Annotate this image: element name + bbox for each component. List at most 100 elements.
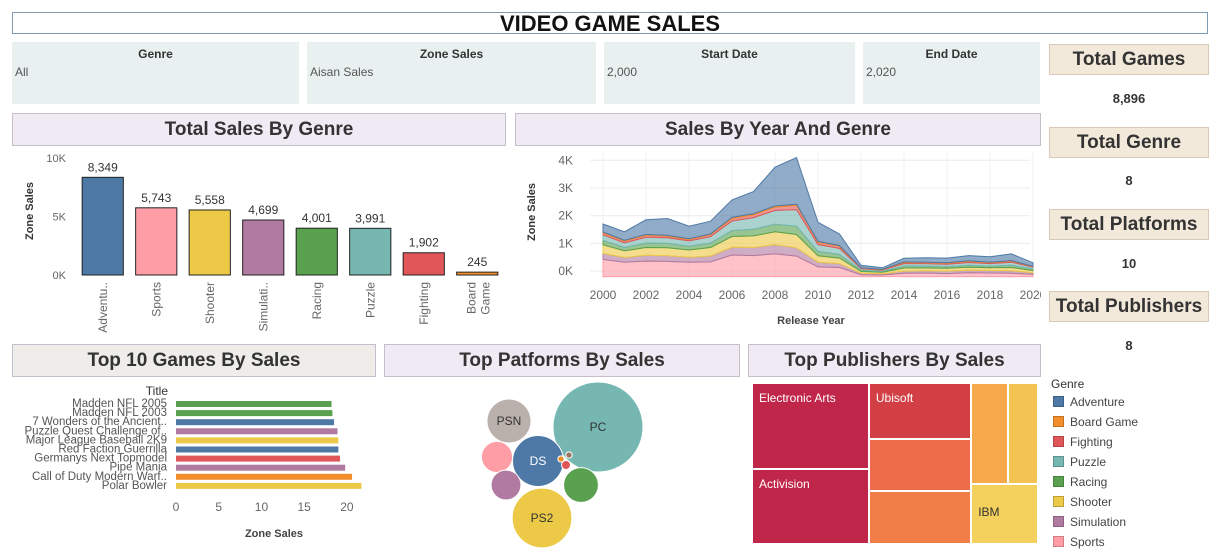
x-axis-label: Release Year [777, 315, 845, 327]
section-title-top-games: Top 10 Games By Sales [12, 344, 376, 377]
treemap-cell: Electronic Arts [752, 383, 869, 470]
x-tick-label: Adventu.. [96, 282, 110, 333]
filter-label: Genre [138, 47, 173, 61]
genre-bar-chart[interactable]: Zone Sales 0K 5K 10K 8,349 Adventu.. 5,743 Spor… [12, 146, 506, 340]
bubble-circle [563, 467, 599, 503]
kpi-total-games-label: Total Games [1049, 44, 1209, 75]
legend-swatch [1053, 456, 1064, 467]
platform-bubble: PC [552, 381, 644, 473]
game-bar [176, 401, 332, 407]
filter-label: Zone Sales [419, 47, 484, 61]
bar [349, 227, 392, 276]
bar-data-label: 5,743 [141, 191, 171, 205]
legend-swatch [1053, 396, 1064, 407]
x-tick-label: 2008 [762, 288, 789, 302]
bar [402, 252, 445, 276]
section-title-top-platforms: Top Patforms By Sales [384, 344, 740, 377]
x-tick-label: 2018 [977, 288, 1004, 302]
y-axis-label: Zone Sales [24, 182, 36, 240]
filter-genre[interactable]: Genre All [12, 42, 299, 104]
platform-bubble [563, 467, 599, 503]
legend-item[interactable]: Shooter [1053, 495, 1112, 509]
treemap-cell [868, 491, 972, 544]
bar [456, 271, 499, 276]
y-tick-label: 0K [558, 264, 573, 278]
filter-value[interactable]: 2,020 [866, 65, 897, 79]
y-axis-label: Zone Sales [526, 183, 538, 241]
legend-item[interactable]: Board Game [1053, 415, 1138, 429]
legend-item[interactable]: Simulation [1053, 515, 1126, 529]
bar [188, 209, 231, 276]
platform-bubble-chart[interactable]: PC PS2 DS PSN [384, 377, 740, 552]
bubble-circle [490, 469, 522, 501]
x-tick-label: Shooter [203, 282, 217, 324]
filter-start-date[interactable]: Start Date 2,000 [604, 42, 855, 104]
game-title-label: Polar Bowler [102, 480, 167, 492]
game-bar [176, 437, 339, 444]
game-bar [176, 428, 338, 435]
bar-data-label: 8,349 [88, 160, 118, 174]
bubble-circle [552, 381, 644, 473]
x-tick-label: 2002 [633, 288, 660, 302]
legend-label: Board Game [1070, 415, 1139, 429]
game-bar [176, 446, 339, 453]
filter-label: End Date [925, 47, 978, 61]
game-title-label: Germanys Next Topmodel [34, 453, 167, 465]
x-tick-label: 2006 [719, 288, 746, 302]
game-bar [176, 482, 362, 489]
kpi-total-publishers-value: 8 [1125, 338, 1133, 353]
x-tick-label: 2000 [590, 288, 617, 302]
legend-swatch [1053, 516, 1064, 527]
game-title-label: Call of Duty Modern Warf.. [32, 471, 167, 483]
x-tick-label: 20 [340, 500, 354, 514]
x-tick-label: 2010 [805, 288, 832, 302]
filter-zone-sales[interactable]: Zone Sales Aisan Sales [307, 42, 596, 104]
legend-item[interactable]: Sports [1053, 535, 1105, 549]
legend-item[interactable]: Adventure [1053, 395, 1125, 409]
filter-end-date[interactable]: End Date 2,020 [863, 42, 1040, 104]
x-tick-label: 2012 [848, 288, 875, 302]
kpi-total-publishers-label: Total Publishers [1049, 291, 1209, 322]
game-title-label: Major League Baseball 2K9 [26, 434, 167, 446]
x-tick-label: Racing [310, 282, 324, 319]
y-tick-label: 3K [558, 181, 573, 195]
legend-title: Genre [1051, 377, 1085, 391]
legend-label: Sports [1070, 535, 1105, 549]
platform-bubble [557, 455, 565, 463]
legend-item[interactable]: Puzzle [1053, 455, 1106, 469]
kpi-total-genre-value: 8 [1125, 173, 1133, 188]
kpi-total-games-value: 8,896 [1112, 91, 1146, 106]
platform-bubble [561, 460, 571, 470]
y-tick-label: 4K [558, 153, 573, 167]
game-title-label: Pipe Mania [109, 462, 167, 474]
x-tick-label: 2016 [934, 288, 961, 302]
filter-value[interactable]: 2,000 [607, 65, 638, 79]
bar [135, 207, 178, 276]
filter-value[interactable]: All [15, 65, 29, 79]
game-title-label: Madden NFL 2003 [72, 407, 167, 419]
treemap-cell [971, 383, 1008, 484]
bar-data-label: 1,902 [409, 236, 439, 250]
x-tick-label: 5 [215, 500, 222, 514]
bubble-circle [511, 487, 573, 549]
game-title-label: 7 Wonders of the Ancient.. [32, 416, 167, 428]
x-tick-label: 2014 [891, 288, 918, 302]
year-area-chart[interactable]: 0K 1K 2K 3K 4K 2000 2002 2004 2006 2008 2010 2012 20… [515, 146, 1041, 340]
bar [81, 176, 124, 276]
filter-value[interactable]: Aisan Sales [310, 65, 374, 79]
legend-item[interactable]: Racing [1053, 475, 1107, 489]
x-tick-label: 2020 [1020, 288, 1041, 302]
game-bar [176, 455, 341, 462]
x-tick-label: Fighting [417, 282, 431, 325]
section-title-sales-by-year: Sales By Year And Genre [515, 113, 1041, 146]
filter-label: Start Date [701, 47, 758, 61]
legend-swatch [1053, 536, 1064, 547]
platform-bubble [480, 440, 514, 474]
legend-item[interactable]: Fighting [1053, 435, 1113, 449]
bubble-label: DS [530, 454, 547, 468]
bar-data-label: 245 [467, 255, 487, 269]
publisher-treemap[interactable]: Electronic Arts Activision Ubisoft IBM [752, 383, 1038, 544]
section-title-sales-by-genre: Total Sales By Genre [12, 113, 506, 146]
legend-swatch [1053, 436, 1064, 447]
